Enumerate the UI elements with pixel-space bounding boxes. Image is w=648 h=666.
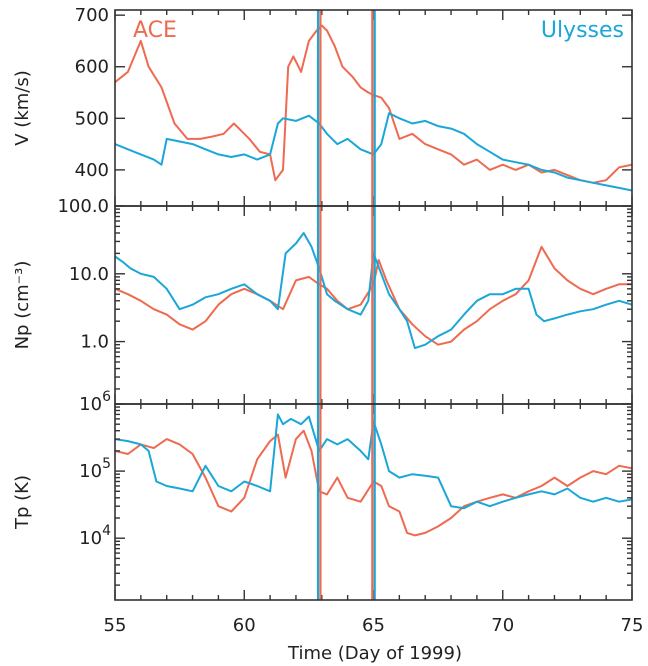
panels-layer: 400 500 600 700 V (km/s) 1.0 10.0 100.0 Np (cm⁻³… <box>12 5 633 600</box>
panel-frame-2 <box>114 403 633 601</box>
series-line-ace-panel-0 <box>115 24 632 184</box>
panel-frames <box>114 9 633 601</box>
x-tick-label: 55 <box>104 615 127 636</box>
y-tick-label: 100.0 <box>57 196 109 217</box>
series-line-ace-panel-1 <box>115 245 632 346</box>
series-line-ulysses-panel-2 <box>115 413 632 510</box>
panel-1: 1.0 10.0 100.0 Np (cm⁻³) <box>12 196 633 404</box>
series-line-ulysses-panel-1 <box>115 232 632 350</box>
x-tick-label: 70 <box>491 615 514 636</box>
y-tick-label: 10.0 <box>69 264 109 285</box>
vertical-event-lines <box>316 10 376 600</box>
y-axis-title-panel-2: Tp (K) <box>12 475 33 530</box>
legend-ulysses: Ulysses <box>541 18 624 43</box>
y-tick-label: 106 <box>79 389 111 415</box>
y-tick-label: 105 <box>79 456 111 482</box>
y-tick-label: 700 <box>75 5 109 26</box>
x-axis: 55 60 65 70 75 <box>104 615 644 636</box>
x-tick-label: 60 <box>233 615 256 636</box>
y-tick-label: 500 <box>75 108 109 129</box>
panel-2: 104 105 106 Tp (K) <box>12 389 633 600</box>
legend-ace: ACE <box>133 18 177 43</box>
y-tick-label: 1.0 <box>80 332 109 353</box>
series-line-ace-panel-2 <box>115 429 632 537</box>
panel-0: 400 500 600 700 V (km/s) <box>12 5 633 206</box>
y-axis-title-panel-0: V (km/s) <box>12 70 33 145</box>
x-tick-label: 75 <box>621 615 644 636</box>
y-tick-label: 600 <box>75 57 109 78</box>
y-tick-label: 104 <box>79 523 111 549</box>
x-axis-title: Time (Day of 1999) <box>287 643 462 664</box>
y-axis-title-panel-1: Np (cm⁻³) <box>12 261 33 350</box>
series-line-ulysses-panel-0 <box>115 112 632 192</box>
x-tick-label: 65 <box>362 615 385 636</box>
y-tick-label: 400 <box>75 160 109 181</box>
